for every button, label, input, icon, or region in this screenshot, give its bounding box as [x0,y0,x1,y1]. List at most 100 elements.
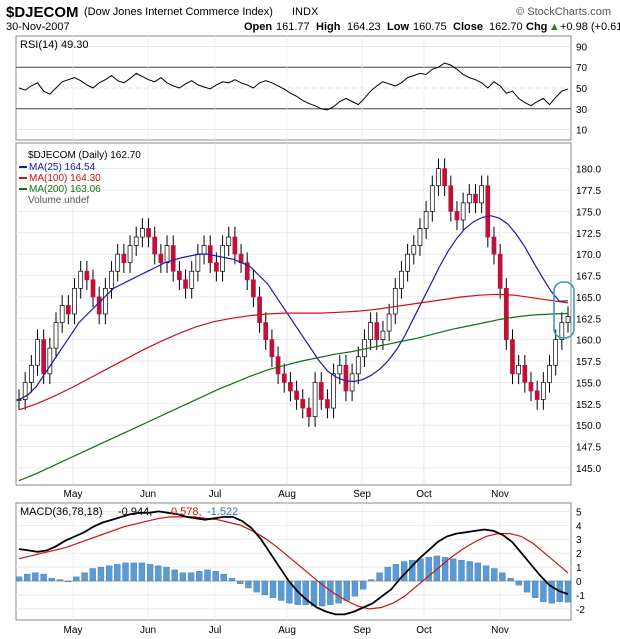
month-label: May [64,625,83,636]
price-bar-body [263,322,269,340]
price-bar-body [355,356,361,375]
price-bar-body [133,236,139,246]
chart-symbol: $DJECOM [6,4,79,21]
macd-hist-bar [97,566,105,582]
legend-price: $DJECOM (Daily) 162.70 [28,150,141,161]
macd-title-signal: 0.578, [171,506,202,518]
macd-line-macd [18,510,569,616]
macd-hist-bar [376,572,383,582]
macd-hist-bar [507,578,514,582]
macd-hist-bar [15,576,23,582]
price-bar-body [294,390,299,400]
price-bar-body [399,270,404,289]
macd-hist-bar [564,580,572,603]
price-bar-body [170,245,176,272]
macd-hist-bar [392,564,400,582]
high-value: 164.23 [347,21,381,33]
price-tick-label: 165.0 [576,293,601,304]
rsi-tick-label: 30 [576,105,588,116]
macd-hist-bar [425,557,432,582]
price-tick-label: 170.0 [576,250,601,261]
macd-tick-label: 5 [576,507,582,518]
price-bar-body [269,339,275,358]
macd-hist-bar [409,559,416,582]
macd-hist-bar [105,565,113,582]
price-bar-body [28,364,34,383]
macd-hist-bar [450,558,457,582]
price-bar-body [454,211,460,221]
price-bar-body [96,296,102,315]
price-bar-body [565,316,571,323]
low-label: Low [387,21,409,33]
macd-hist-bar [89,568,96,582]
macd-title: MACD(36,78,18) -0.944, 0.578, -1.522 [20,506,238,518]
price-bar-body [127,245,133,264]
macd-hist-bar [335,580,342,604]
ma-line-ma200 [18,312,569,482]
ma-line-ma100 [18,293,569,411]
low-value: 160.75 [413,21,447,33]
price-tick-label: 155.0 [576,378,601,389]
price-plot [16,158,571,482]
rsi-line [18,62,569,111]
macd-hist-bar [73,576,80,582]
macd-hist-bar [228,578,236,582]
macd-hist-bar [204,569,211,582]
month-label: Jul [209,489,222,500]
price-bar-body [164,245,170,264]
macd-hist-bar [351,580,359,597]
highlight-callout [553,281,575,339]
macd-title-hist: -1.522 [207,506,238,518]
macd-hist-bar [24,573,31,582]
price-bar-body [35,339,40,366]
macd-hist-bar [433,555,441,582]
price-bar-body [65,305,71,315]
macd-x-axis: May Jun Jul Aug Sep Oct Nov [64,625,509,636]
price-bar-body [115,253,121,272]
macd-hist-bar [155,565,162,582]
price-bar-body [411,245,417,255]
price-bar-body [479,185,484,204]
month-label: Oct [416,625,432,636]
price-bar-body [510,339,515,375]
price-bar-body [442,168,447,187]
copyright: © StockCharts.com [516,6,611,18]
macd-hist-bar [81,572,88,582]
price-bar-body [540,382,546,400]
macd-hist-bar [179,572,187,582]
price-bar-body [47,347,53,375]
price-bar-body [485,185,491,238]
price-bar-body [392,288,398,315]
price-bar-body [201,245,207,255]
price-bar-body [90,279,96,298]
price-bar-body [553,339,559,366]
price-bar-body [183,279,188,289]
price-tick-label: 162.5 [576,314,601,325]
macd-hist-bar [417,558,424,582]
macd-hist-bar [253,580,260,593]
month-label: Aug [278,489,296,500]
price-bar-body [429,185,435,212]
price-bar-body [72,288,77,315]
macd-hist-bar [40,573,47,582]
month-label: May [64,489,83,500]
macd-hist-bar [466,561,473,582]
price-bar-body [22,382,28,400]
macd-hist-bar [515,580,522,586]
price-bar-body [497,253,503,289]
macd-tick-label: -1 [576,591,585,602]
price-bar-body [473,193,478,204]
macd-hist-bar [302,580,309,605]
macd-hist-bar [359,580,367,590]
macd-hist-bar [319,580,326,607]
rsi-plot [18,62,569,111]
price-bar-body [146,228,151,238]
month-label: Sep [353,625,371,636]
price-tick-label: 180.0 [576,165,601,176]
month-label: Jun [140,625,156,636]
price-bar-body [53,322,59,349]
macd-hist-bar [343,580,350,601]
price-bar-body [257,296,262,323]
ma-line-ma25 [18,215,569,401]
